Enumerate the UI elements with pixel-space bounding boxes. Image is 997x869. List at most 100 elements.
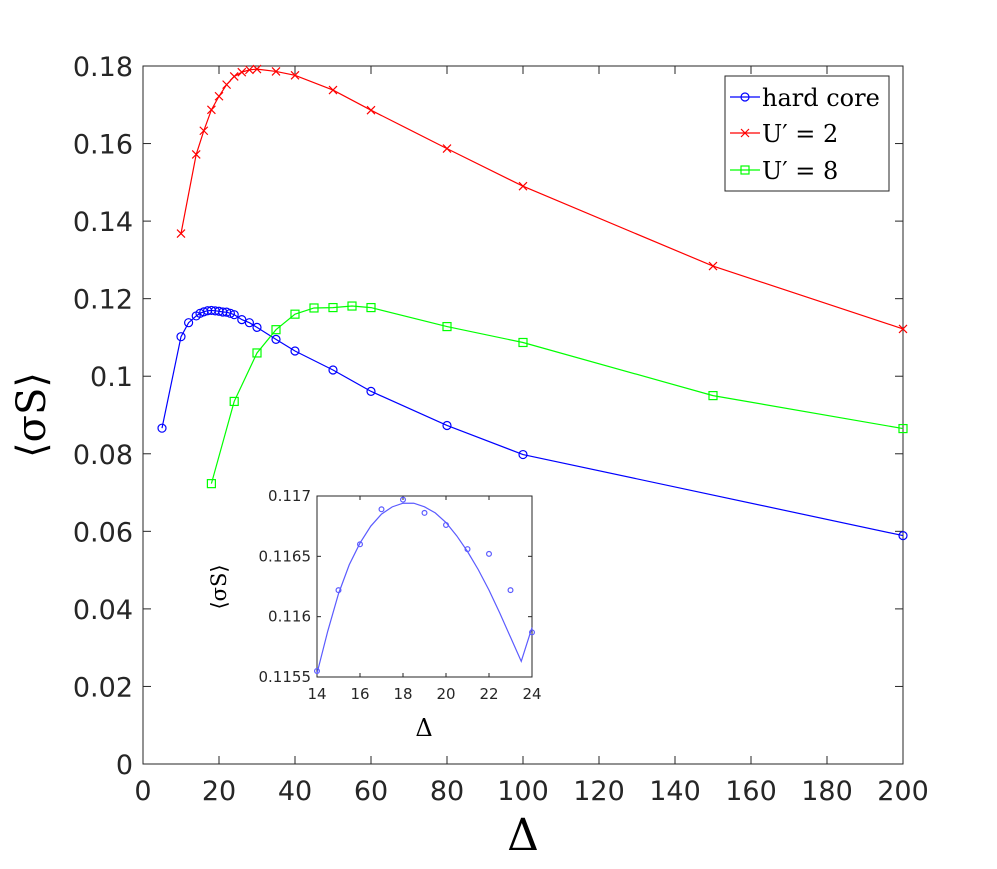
inset-data-point — [528, 629, 535, 636]
inset-series-0 — [314, 496, 535, 674]
main-data-point — [290, 70, 300, 80]
inset-x-tick-label: 18 — [393, 685, 412, 703]
inset-data-point — [421, 509, 428, 516]
main-data-point — [206, 479, 216, 489]
main-data-point — [229, 72, 239, 81]
inset-axis-ticks: 14 16 18 20 22 24 0.1155 0.116 0.1165 0.117 — [259, 487, 542, 703]
inset-data-point — [464, 546, 471, 553]
main-data-point — [898, 324, 908, 334]
inset-fit-curve — [316, 502, 533, 674]
main-data-point — [328, 302, 338, 313]
main-data-point — [898, 530, 908, 541]
legend-square-marker — [740, 165, 750, 175]
main-x-tick-label: 160 — [725, 776, 777, 807]
inset-x-tick-label: 16 — [350, 685, 369, 703]
main-y-tick-label: 0.16 — [73, 130, 133, 161]
inset-data-point — [335, 587, 342, 594]
main-y-tick-label: 0.1 — [90, 362, 133, 393]
main-data-point — [252, 64, 262, 74]
main-x-tick-label: 40 — [278, 776, 312, 807]
main-series-line — [180, 68, 904, 330]
main-series-0 — [157, 305, 908, 541]
main-data-point — [366, 386, 376, 396]
main-y-tick-label: 0.18 — [73, 52, 133, 83]
main-data-point — [157, 423, 167, 433]
main-data-point — [176, 332, 186, 342]
inset-y-tick-label: 0.117 — [268, 487, 311, 505]
main-series-2 — [206, 301, 908, 489]
main-data-point — [290, 346, 300, 356]
main-data-point — [176, 229, 186, 238]
inset-plot-area — [316, 495, 533, 678]
main-x-tick-label: 0 — [134, 776, 151, 807]
main-data-point — [229, 396, 239, 407]
main-data-point — [184, 318, 194, 328]
main-y-tick-label: 0.12 — [73, 285, 133, 316]
main-data-point — [518, 449, 528, 460]
main-x-tick-label: 180 — [801, 776, 853, 807]
main-data-point — [708, 261, 718, 271]
main-data-point — [328, 365, 338, 375]
main-y-tick-label: 0.14 — [73, 207, 133, 238]
main-data-point — [518, 337, 528, 348]
inset-y-tick-label: 0.1165 — [259, 547, 312, 565]
legend-label: U′ = 2 — [762, 120, 838, 148]
legend-entry-hard-core: hard core — [730, 84, 880, 112]
main-data-point — [347, 301, 357, 311]
main-data-point — [206, 105, 216, 115]
main-x-tick-label: 100 — [497, 776, 549, 807]
main-axis-ticks: 0 20 40 60 80 100 120 140 160 180 200 0 0.02 0.04 0.06… — [73, 52, 929, 807]
main-x-tick-label: 120 — [573, 776, 625, 807]
main-data-point — [237, 67, 247, 77]
y-axis-title: ⟨σS⟩ — [9, 372, 55, 458]
legend-label: U′ = 8 — [762, 157, 838, 185]
inset-y-tick-label: 0.1155 — [259, 668, 312, 686]
main-x-tick-label: 20 — [202, 776, 236, 807]
main-data-point — [222, 80, 232, 90]
main-data-point — [214, 91, 224, 101]
inset-y-tick-label: 0.116 — [268, 608, 311, 626]
inset-x-tick-label: 22 — [479, 685, 498, 703]
legend-entry-u-prime-2: U′ = 2 — [730, 120, 838, 148]
x-axis-title: Δ — [507, 810, 539, 861]
main-data-point — [366, 105, 376, 115]
inset-data-point — [314, 667, 321, 674]
main-y-tick-label: 0.04 — [73, 595, 133, 626]
main-data-point — [229, 310, 239, 320]
main-data-point — [442, 321, 452, 332]
main-data-point — [191, 149, 201, 159]
inset-y-axis-title: ⟨σS⟩ — [207, 564, 231, 609]
main-data-point — [708, 391, 718, 401]
main-series-1 — [176, 64, 908, 334]
main-x-tick-label: 140 — [649, 776, 701, 807]
main-data-point — [328, 85, 338, 95]
main-x-tick-label: 80 — [430, 776, 464, 807]
main-data-point — [252, 322, 262, 332]
main-data-point — [309, 303, 319, 313]
inset-data-point — [378, 506, 385, 513]
legend-circle-marker — [740, 92, 750, 102]
main-data-point — [237, 315, 247, 325]
inset-x-axis-title: Δ — [415, 714, 432, 742]
main-data-point — [442, 144, 452, 154]
legend-entry-u-prime-8: U′ = 8 — [730, 157, 838, 185]
inset-data-point — [357, 541, 364, 548]
inset-x-tick-label: 20 — [436, 685, 455, 703]
main-data-point — [252, 348, 262, 358]
main-series-line — [210, 305, 904, 484]
inset-x-tick-label: 14 — [307, 685, 326, 703]
main-x-tick-label: 60 — [354, 776, 388, 807]
main-data-point — [271, 325, 281, 335]
inset-data-point — [443, 521, 450, 528]
main-data-point — [366, 302, 376, 313]
inset-data-point — [486, 550, 493, 557]
inset-plot: 14 16 18 20 22 24 0.1155 0.116 0.1165 0.117 Δ ⟨σS… — [207, 487, 542, 742]
main-data-point — [442, 420, 452, 431]
main-data-point — [898, 423, 908, 434]
main-data-point — [199, 126, 209, 136]
inset-data-point — [507, 587, 514, 594]
main-data-point — [271, 334, 281, 344]
inset-series-layer — [314, 496, 535, 674]
inset-data-point — [400, 496, 407, 503]
